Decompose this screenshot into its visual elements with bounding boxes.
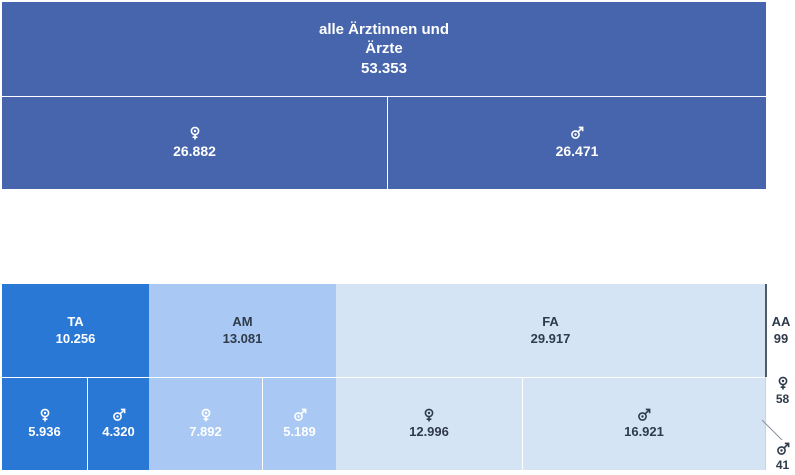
male-total-value: 26.471 xyxy=(555,142,599,159)
fa-male-value: 16.921 xyxy=(624,423,664,439)
fa-male-node: 16.921 xyxy=(522,377,765,470)
total-label-line1: alle Ärztinnen und xyxy=(318,20,449,38)
aa-female-value: 58 xyxy=(775,392,790,407)
category-am-value: 13.081 xyxy=(222,330,263,346)
category-fa-label: FA xyxy=(542,313,559,329)
male-total-node: 26.471 xyxy=(387,96,766,189)
male-icon xyxy=(776,442,790,456)
male-icon xyxy=(570,126,584,140)
female-total-node: 26.882 xyxy=(2,96,387,189)
category-ta-value: 10.256 xyxy=(55,330,96,346)
category-aa-value: 99 xyxy=(773,330,789,346)
female-icon xyxy=(776,376,790,390)
category-am-label: AM xyxy=(232,313,253,329)
category-am-node: AM 13.081 xyxy=(149,284,336,377)
ta-male-node: 4.320 xyxy=(87,377,149,470)
aa-male-node: 41 xyxy=(770,440,795,475)
category-fa-value: 29.917 xyxy=(530,330,571,346)
aa-divider xyxy=(765,284,767,377)
ta-female-value: 5.936 xyxy=(28,423,61,439)
total-node: alle Ärztinnen und Ärzte 53.353 xyxy=(2,2,766,96)
male-icon xyxy=(112,408,126,422)
female-icon xyxy=(188,126,202,140)
aa-connector-line xyxy=(761,419,785,443)
total-label-line2: Ärzte xyxy=(365,40,403,58)
fa-female-node: 12.996 xyxy=(336,377,522,470)
category-ta-node: TA 10.256 xyxy=(2,284,149,377)
total-value: 53.353 xyxy=(361,59,407,77)
category-aa-node: AA 99 xyxy=(767,284,795,377)
female-total-value: 26.882 xyxy=(173,142,216,159)
fa-female-value: 12.996 xyxy=(409,423,449,439)
female-icon xyxy=(199,408,213,422)
category-ta-label: TA xyxy=(67,313,84,329)
male-icon xyxy=(293,408,307,422)
female-icon xyxy=(38,408,52,422)
am-male-node: 5.189 xyxy=(262,377,336,470)
category-aa-label: AA xyxy=(771,313,791,329)
aa-male-value: 41 xyxy=(775,457,790,472)
ta-male-value: 4.320 xyxy=(102,423,135,439)
aa-female-node: 58 xyxy=(770,374,795,410)
male-icon xyxy=(637,408,651,422)
female-icon xyxy=(422,408,436,422)
category-fa-node: FA 29.917 xyxy=(336,284,765,377)
am-male-value: 5.189 xyxy=(283,423,316,439)
ta-female-node: 5.936 xyxy=(2,377,87,470)
am-female-node: 7.892 xyxy=(149,377,262,470)
am-female-value: 7.892 xyxy=(189,423,222,439)
